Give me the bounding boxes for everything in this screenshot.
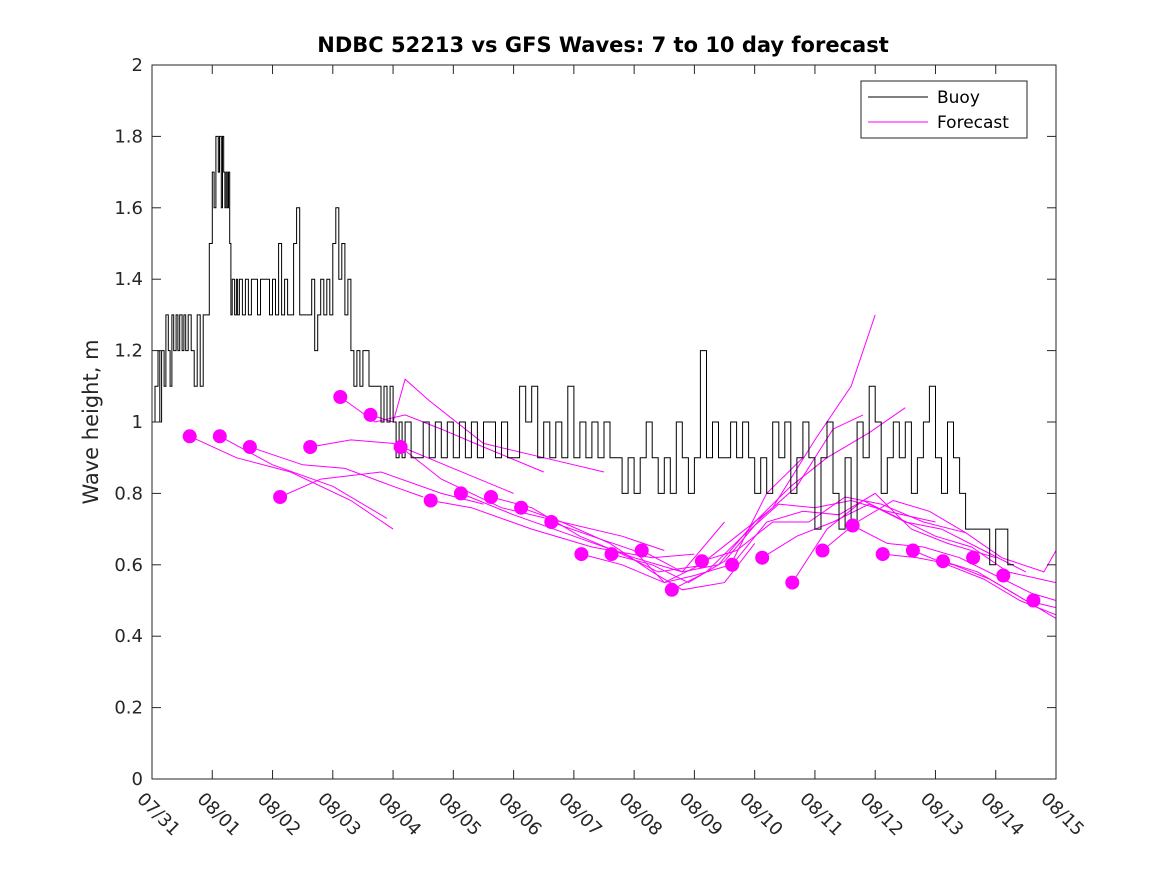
- forecast-run-line: [310, 439, 514, 494]
- forecast-marker: [453, 486, 468, 501]
- forecast-marker: [966, 550, 981, 565]
- forecast-run-line: [249, 446, 424, 498]
- y-tick-label: 0.4: [114, 626, 143, 647]
- legend-forecast-label: Forecast: [937, 113, 1009, 133]
- legend: Buoy Forecast: [860, 80, 1028, 139]
- forecast-marker: [845, 518, 860, 533]
- forecast-marker: [905, 543, 920, 558]
- legend-box: [860, 80, 1028, 139]
- forecast-run-line: [641, 407, 906, 573]
- forecast-marker: [363, 407, 378, 422]
- y-tick-label: 1.6: [114, 198, 143, 219]
- forecast-marker: [182, 429, 197, 444]
- forecast-run-line: [822, 499, 1057, 573]
- plot-lines: [152, 135, 1057, 619]
- forecast-run-line: [701, 496, 966, 562]
- forecast-run-line: [852, 525, 1057, 601]
- forecast-run-line: [581, 314, 876, 584]
- y-tick-label: 2: [132, 55, 143, 76]
- y-tick-label: 1: [132, 412, 143, 433]
- forecast-marker: [544, 515, 559, 529]
- forecast-run-line: [520, 507, 756, 591]
- forecast-marker: [484, 490, 498, 504]
- forecast-run-line: [189, 435, 394, 530]
- forecast-marker: [423, 493, 438, 508]
- forecast-marker: [514, 500, 529, 515]
- y-tick-label: 1.2: [114, 341, 143, 362]
- y-axis: 0 0.2 0.4 0.6 0.8 1 1.2 1.4 1.6 1.8 2: [114, 55, 1056, 790]
- buoy-line: [152, 135, 1014, 566]
- forecast-marker: [634, 543, 649, 558]
- forecast-marker: [303, 440, 318, 454]
- forecast-marker: [785, 575, 800, 590]
- forecast-run-line: [761, 503, 1027, 573]
- forecast-marker: [996, 568, 1011, 583]
- forecast-marker: [815, 543, 830, 558]
- forecast-marker: [755, 550, 770, 565]
- forecast-marker: [242, 440, 257, 454]
- forecast-run-line: [791, 499, 1057, 584]
- forecast-marker: [875, 547, 890, 562]
- y-tick-label: 0: [132, 769, 143, 790]
- chart-title: NDBC 52213 vs GFS Waves: 7 to 10 day for…: [317, 33, 888, 57]
- forecast-marker: [333, 390, 348, 404]
- forecast-marker: [273, 490, 288, 504]
- y-axis-label: Wave height, m: [79, 339, 103, 504]
- forecast-marker: [936, 554, 950, 569]
- forecast-run-line: [400, 446, 665, 551]
- legend-buoy-label: Buoy: [937, 88, 980, 108]
- forecast-marker: [574, 547, 589, 562]
- plot-markers: [182, 390, 1041, 608]
- forecast-marker: [604, 547, 619, 562]
- forecast-run-line: [551, 457, 804, 584]
- forecast-marker: [694, 554, 709, 569]
- y-tick-label: 0.2: [114, 698, 143, 719]
- y-tick-label: 1.8: [114, 126, 143, 147]
- forecast-marker: [725, 557, 740, 572]
- y-tick-label: 0.6: [114, 555, 143, 576]
- forecast-run-line: [430, 500, 695, 559]
- y-tick-label: 1.4: [114, 269, 143, 290]
- forecast-marker: [393, 440, 408, 454]
- forecast-marker: [212, 429, 227, 444]
- forecast-marker: [1026, 593, 1041, 608]
- forecast-marker: [664, 582, 679, 597]
- y-tick-label: 0.8: [114, 483, 143, 504]
